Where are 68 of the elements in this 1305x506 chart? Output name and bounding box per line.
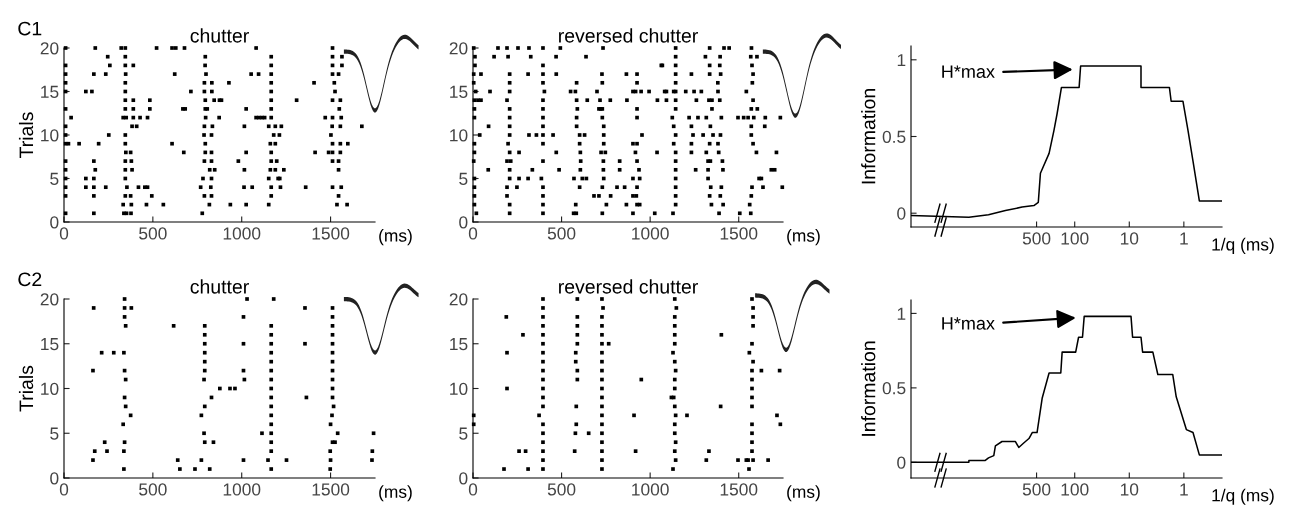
x-tick-label: 1 — [1180, 483, 1188, 496]
x-tick-label: 10 — [1120, 232, 1139, 245]
x-tick-label: 1500 — [720, 483, 758, 496]
y-axis-title: Information — [861, 89, 876, 184]
y-axis-title: Trials — [18, 365, 34, 412]
y-tick-label: 0.5 — [882, 130, 906, 143]
y-tick-label: 10 — [450, 382, 468, 395]
y-tick-label: 0 — [459, 472, 468, 485]
x-tick-label: 100 — [1061, 232, 1089, 245]
y-tick-label: 5 — [459, 172, 468, 185]
x-tick-label: 1000 — [632, 227, 669, 240]
x-tick-label: 500 — [1022, 232, 1051, 245]
y-tick-label: 20 — [40, 293, 59, 306]
y-tick-label: 10 — [41, 129, 59, 142]
y-tick-label: 15 — [450, 338, 468, 351]
x-tick-label: 100 — [1061, 483, 1089, 496]
y-tick-label: 1 — [897, 54, 906, 67]
y-tick-label: 5 — [50, 427, 59, 440]
y-tick-label: 10 — [450, 129, 468, 142]
x-tick-label: 0 — [59, 227, 69, 240]
y-axis-title: Trials — [18, 112, 34, 158]
annotation: H*max — [942, 65, 995, 78]
x-axis-title: 1/q (ms) — [1212, 237, 1274, 255]
x-tick-label: 1000 — [632, 483, 669, 496]
chart-title: chutter — [190, 279, 249, 294]
x-axis-title: (ms) — [379, 485, 412, 502]
chart-title: chutter — [190, 28, 249, 43]
x-tick-label: 0 — [468, 483, 478, 496]
chart-title: reversed chutter — [559, 28, 698, 43]
x-axis-title: (ms) — [787, 485, 820, 502]
chart-title: reversed chutter — [559, 279, 698, 294]
y-tick-label: 15 — [41, 338, 59, 351]
x-tick-label: 0 — [59, 483, 69, 496]
annotation: H*max — [942, 317, 995, 330]
x-tick-label: 500 — [1022, 483, 1051, 496]
y-tick-label: 0.5 — [882, 382, 906, 395]
y-tick-label: 20 — [449, 293, 468, 306]
y-tick-label: 0 — [50, 216, 59, 229]
x-axis-title: 1/q (ms) — [1212, 488, 1274, 505]
y-tick-label: 0 — [459, 216, 468, 229]
x-tick-label: 1000 — [223, 483, 261, 496]
y-tick-label: 0 — [897, 207, 906, 220]
y-tick-label: 0 — [50, 472, 59, 485]
y-axis-title: Information — [861, 341, 876, 436]
y-tick-label: 15 — [41, 85, 59, 98]
x-tick-label: 1000 — [223, 227, 261, 240]
x-axis-title: (ms) — [787, 228, 820, 246]
x-tick-label: 500 — [139, 483, 167, 496]
y-tick-label: 1 — [897, 307, 906, 320]
x-tick-label: 1500 — [312, 483, 350, 496]
x-tick-label: 10 — [1120, 483, 1139, 496]
x-tick-label: 1 — [1180, 232, 1188, 245]
x-tick-label: 0 — [468, 227, 478, 240]
text: C1 — [18, 21, 42, 36]
x-tick-label: 500 — [547, 483, 576, 496]
x-tick-label: 1500 — [720, 227, 758, 240]
x-tick-label: 500 — [139, 227, 167, 240]
y-tick-label: 20 — [40, 42, 59, 55]
y-tick-label: 5 — [459, 427, 468, 440]
y-tick-label: 5 — [50, 172, 59, 185]
y-tick-label: 10 — [41, 382, 59, 395]
y-tick-label: 15 — [450, 85, 468, 98]
text: C2 — [18, 272, 42, 287]
y-tick-label: 0 — [897, 456, 906, 469]
y-tick-label: 20 — [449, 42, 468, 55]
x-axis-title: (ms) — [379, 228, 412, 246]
x-tick-label: 1500 — [312, 227, 350, 240]
x-tick-label: 500 — [547, 227, 576, 240]
